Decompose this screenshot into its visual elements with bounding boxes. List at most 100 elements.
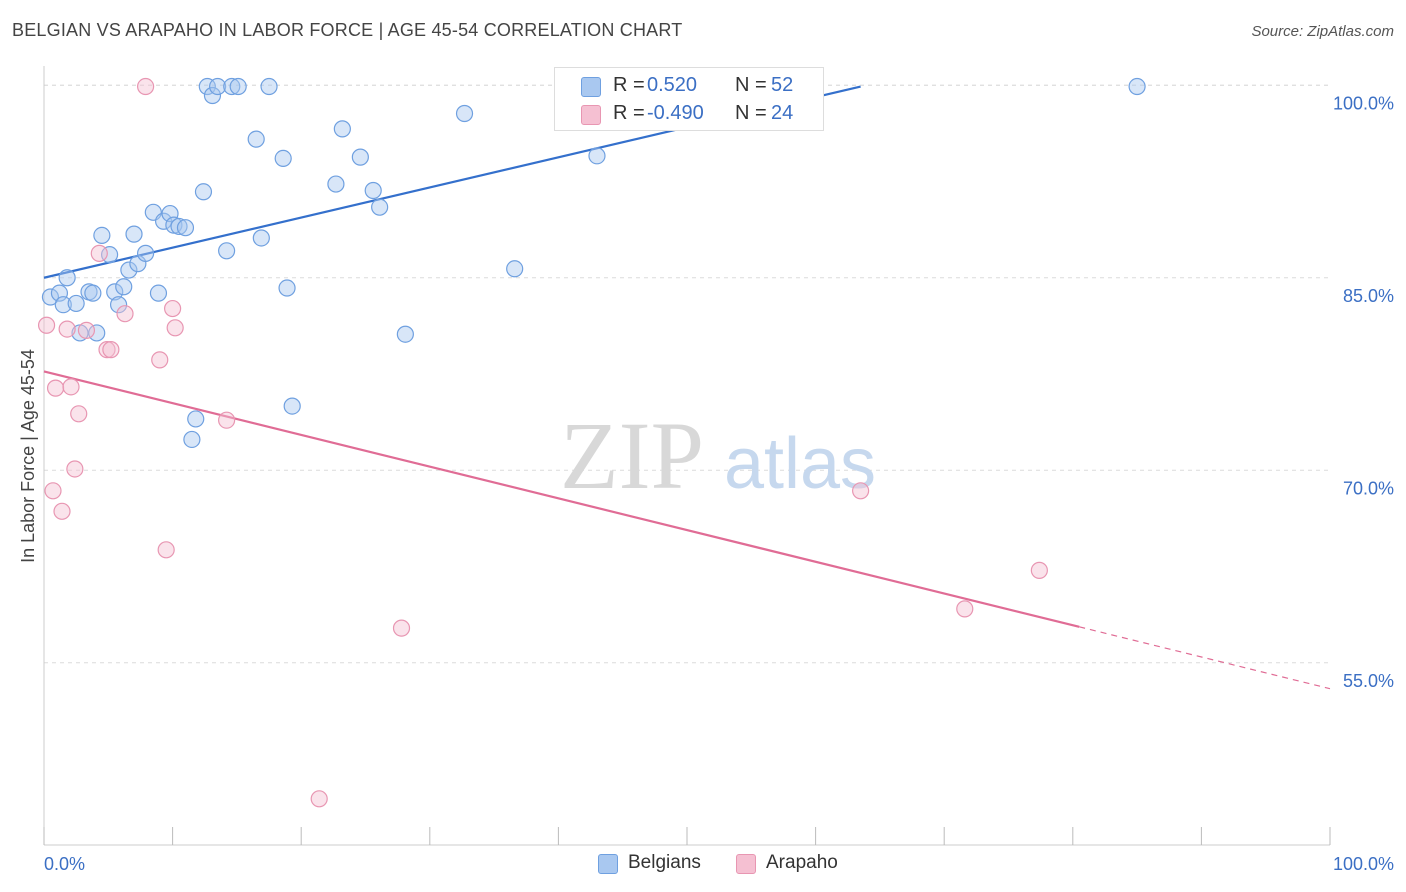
point-arapaho: [77, 321, 96, 339]
belgians-swatch: [581, 77, 601, 97]
point-arapaho: [392, 619, 411, 637]
point-arapaho: [1030, 561, 1048, 579]
point-belgians: [120, 261, 138, 279]
point-arapaho: [218, 411, 236, 429]
point-belgians: [54, 296, 72, 314]
series-legend: Belgians Arapaho: [0, 852, 1406, 878]
point-belgians: [229, 77, 247, 96]
n-label: N =: [735, 74, 767, 96]
point-belgians: [371, 198, 389, 216]
point-arapaho: [53, 502, 71, 520]
point-belgians: [351, 148, 369, 166]
stats-row-belgians: R = 0.520 N = 52: [555, 72, 823, 100]
point-belgians: [170, 217, 188, 236]
trend-line-extension-arapaho: [1079, 626, 1331, 690]
point-belgians: [327, 175, 345, 193]
point-belgians: [93, 226, 111, 245]
point-belgians: [58, 269, 76, 287]
x-tick-label-max: 100.0%: [1333, 854, 1394, 874]
stats-legend: R = 0.520 N = 52 R = -0.490 N = 24: [554, 67, 824, 131]
point-belgians: [176, 219, 195, 237]
arapaho-legend-swatch: [736, 854, 756, 874]
y-axis-label: In Labor Force | Age 45-54: [18, 349, 38, 563]
point-arapaho: [44, 482, 62, 500]
chart-title: BELGIAN VS ARAPAHO IN LABOR FORCE | AGE …: [12, 20, 683, 40]
point-belgians: [364, 181, 382, 200]
r-value: -0.490: [647, 102, 704, 124]
trend-line-arapaho: [43, 370, 1080, 628]
point-belgians: [223, 77, 241, 96]
trend-lines: [43, 85, 1331, 690]
point-belgians: [194, 183, 213, 201]
point-belgians: [41, 288, 60, 306]
point-belgians: [588, 147, 606, 165]
n-label: N =: [735, 102, 767, 124]
source-label: Source: ZipAtlas.com: [1251, 23, 1394, 40]
point-belgians: [106, 283, 124, 301]
point-arapaho: [70, 405, 88, 423]
n-value: 24: [771, 102, 794, 124]
point-arapaho: [90, 244, 108, 262]
point-belgians: [84, 284, 102, 302]
point-belgians: [506, 260, 524, 278]
point-arapaho: [136, 77, 155, 96]
point-arapaho: [157, 541, 175, 559]
point-belgians: [252, 229, 270, 247]
stats-row-arapaho: R = -0.490 N = 24: [555, 100, 823, 128]
point-arapaho: [151, 351, 169, 369]
legend-label-arapaho: Arapaho: [766, 852, 838, 873]
point-arapaho: [37, 316, 56, 334]
point-belgians: [283, 397, 301, 415]
point-belgians: [183, 430, 201, 449]
point-belgians: [187, 410, 205, 428]
point-belgians: [278, 279, 296, 297]
x-tick-label-min: 0.0%: [44, 854, 85, 874]
x-ticks: [43, 827, 1331, 845]
point-belgians: [260, 77, 278, 96]
point-arapaho: [62, 378, 80, 396]
point-arapaho: [46, 379, 65, 397]
point-belgians: [247, 130, 265, 148]
r-label: R =: [613, 102, 645, 124]
point-belgians: [67, 294, 85, 313]
point-arapaho: [66, 460, 84, 478]
y-tick-label: 85.0%: [1343, 286, 1394, 306]
n-value: 52: [771, 74, 794, 96]
point-belgians: [1128, 77, 1146, 96]
r-value: 0.520: [647, 74, 698, 96]
point-belgians: [115, 278, 133, 296]
data-points: [37, 77, 1146, 808]
watermark: ZIP atlas: [560, 402, 876, 509]
point-belgians: [274, 149, 292, 168]
point-arapaho: [102, 341, 120, 359]
watermark-zip: ZIP: [560, 402, 704, 509]
arapaho-swatch: [581, 105, 601, 125]
grid-lines: [44, 84, 1330, 664]
point-belgians: [209, 77, 227, 96]
y-tick-label: 100.0%: [1333, 93, 1394, 113]
point-belgians: [88, 324, 106, 342]
point-arapaho: [58, 320, 76, 338]
y-tick-labels: 55.0% 70.0% 85.0% 100.0%: [1333, 93, 1394, 691]
point-belgians: [333, 120, 351, 138]
watermark-atlas: atlas: [724, 424, 876, 504]
point-arapaho: [310, 790, 328, 808]
point-belgians: [136, 244, 155, 262]
belgians-legend-swatch: [598, 854, 618, 874]
point-arapaho: [166, 319, 184, 337]
point-belgians: [218, 242, 236, 260]
point-belgians: [396, 325, 414, 343]
point-belgians: [203, 86, 222, 105]
legend-label-belgians: Belgians: [628, 852, 701, 873]
point-belgians: [109, 296, 128, 314]
point-arapaho: [956, 600, 974, 618]
point-arapaho: [164, 299, 182, 318]
point-belgians: [149, 284, 168, 302]
point-arapaho: [116, 305, 134, 323]
y-tick-label: 70.0%: [1343, 478, 1394, 498]
point-arapaho: [98, 341, 116, 359]
point-arapaho: [852, 482, 870, 500]
point-belgians: [125, 225, 143, 243]
point-belgians: [455, 104, 474, 123]
